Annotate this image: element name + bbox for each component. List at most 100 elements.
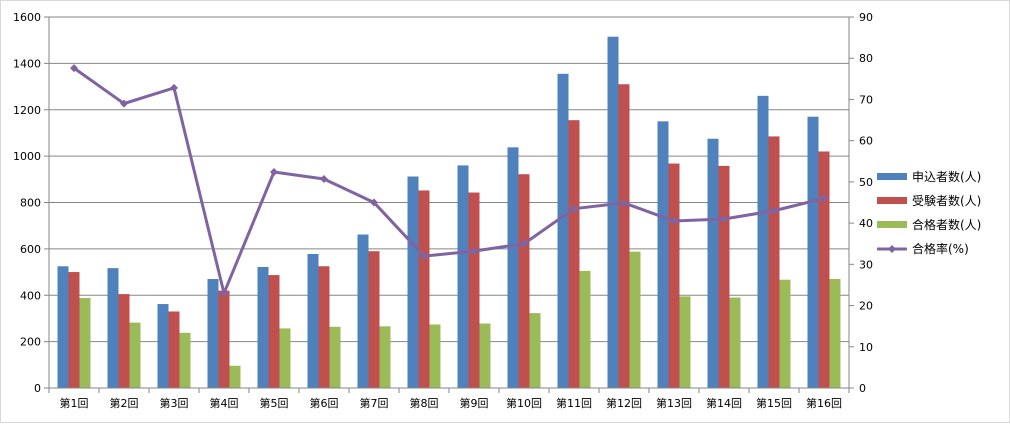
y-axis-tick-label: 600 (20, 243, 41, 256)
y-axis-tick-label: 1200 (13, 104, 41, 117)
y2-axis-tick-label: 30 (859, 258, 873, 271)
rate-point (520, 239, 528, 248)
x-axis-tick-label: 第12回 (606, 396, 642, 410)
bar (157, 304, 169, 388)
legend-label: 申込者数(人) (912, 169, 981, 184)
legend-label: 受験者数(人) (912, 193, 981, 208)
bar (818, 151, 830, 388)
y2-axis-tick-label: 10 (859, 341, 873, 354)
legend: 申込者数(人) 受験者数(人) 合格者数(人) 合格率(%) (877, 169, 981, 256)
y2-axis-tick-label: 20 (859, 300, 873, 313)
bar (757, 95, 769, 389)
bar (179, 332, 191, 388)
x-axis-tick-label: 第14回 (706, 396, 742, 410)
axes (44, 16, 854, 393)
rate-point (420, 252, 428, 261)
x-axis-tick-label: 第15回 (756, 396, 792, 410)
y2-axis-tick-label: 40 (859, 217, 873, 230)
legend-marker (888, 245, 896, 253)
legend-swatch (877, 221, 907, 228)
bar (529, 313, 541, 388)
bar (568, 120, 580, 388)
y-axis-tick-label: 1000 (13, 150, 41, 163)
rate-point (120, 99, 128, 108)
bar (779, 279, 791, 388)
bar (107, 268, 119, 388)
bar (468, 192, 480, 388)
y2-axis-tick-label: 90 (859, 11, 873, 24)
bar (807, 116, 819, 389)
bar (207, 279, 219, 388)
bar (118, 294, 130, 388)
x-axis-tick-label: 第10回 (506, 396, 542, 410)
bar (168, 311, 180, 388)
bar (618, 84, 630, 389)
bar (668, 163, 680, 388)
bar (418, 190, 430, 388)
y-axis-tick-label: 200 (20, 336, 41, 349)
bar (57, 266, 69, 388)
bar (329, 326, 341, 388)
y2-axis-tick-label: 0 (859, 382, 866, 395)
legend-swatch (877, 197, 907, 204)
rate-point (720, 214, 728, 223)
x-axis-tick-label: 第6回 (310, 396, 339, 410)
y-axis-tick-label: 800 (20, 197, 41, 210)
x-axis-tick-label: 第4回 (210, 396, 239, 410)
bar (229, 365, 241, 388)
y2-axis-tick-label: 50 (859, 176, 873, 189)
rate-point (170, 83, 178, 92)
y-axis-tick-label: 1600 (13, 11, 41, 24)
bar (357, 234, 369, 388)
rate-point (820, 194, 828, 203)
bar (368, 251, 380, 388)
x-axis-tick-label: 第2回 (110, 396, 139, 410)
bar (629, 251, 641, 388)
x-axis-tick-label: 第8回 (410, 396, 439, 410)
bar (718, 165, 730, 388)
rate-point (320, 175, 328, 184)
bar (218, 290, 230, 388)
y-axis-tick-label: 1400 (13, 57, 41, 70)
rate-point (220, 289, 228, 298)
rate-point (270, 167, 278, 176)
rate-point (770, 206, 778, 215)
x-axis-tick-label: 第5回 (260, 396, 289, 410)
bar (268, 275, 280, 388)
y2-axis-tick-label: 80 (859, 52, 873, 65)
y-axis-tick-label: 400 (20, 289, 41, 302)
bar (307, 253, 319, 388)
rate-line-path (73, 66, 825, 295)
x-axis-tick-label: 第7回 (360, 396, 389, 410)
legend-swatch (877, 173, 907, 180)
rate-point (370, 198, 378, 207)
rate-line (70, 64, 828, 298)
legend-label: 合格率(%) (912, 241, 969, 256)
y2-axis-tick-label: 70 (859, 93, 873, 106)
gridlines (49, 16, 849, 343)
bar (507, 147, 519, 388)
bar (557, 73, 569, 388)
bars (57, 36, 841, 389)
x-axis-tick-label: 第1回 (60, 396, 89, 410)
bar (257, 266, 269, 388)
rate-point (670, 217, 678, 226)
rate-point (570, 204, 578, 213)
x-axis-tick-label: 第3回 (160, 396, 189, 410)
legend-label: 合格者数(人) (912, 217, 981, 232)
bar (79, 298, 91, 388)
bar (318, 266, 330, 388)
x-axis-tick-label: 第13回 (656, 396, 692, 410)
bar (407, 176, 419, 388)
bar (457, 165, 469, 388)
bar (679, 296, 691, 388)
bar (768, 136, 780, 388)
x-axis-tick-label: 第16回 (806, 396, 842, 410)
bar (579, 270, 591, 388)
bar (707, 138, 719, 388)
y-axis-tick-label: 0 (34, 382, 41, 395)
bar (68, 272, 80, 388)
bar (729, 297, 741, 388)
